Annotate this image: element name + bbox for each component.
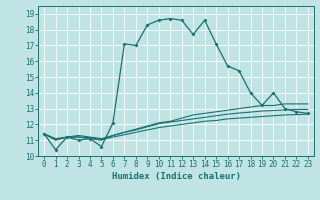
X-axis label: Humidex (Indice chaleur): Humidex (Indice chaleur): [111, 172, 241, 181]
